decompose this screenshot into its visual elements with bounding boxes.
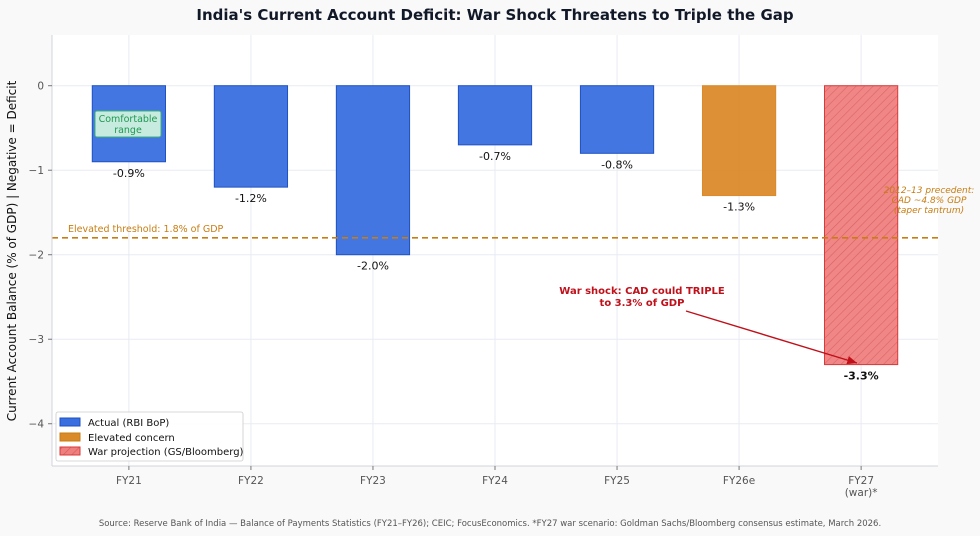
threshold: Elevated threshold: 1.8% of GDP [52,224,938,239]
axes: 0 −1 −2 −3 −4 FY21 FY22 FY23 FY24 FY25 FY26e FY27(w… [29,35,938,499]
comfortable-range-annotation: Comfortable range [94,110,162,138]
bar-value-label: -0.7% [479,150,511,163]
bar-fy27 [824,85,899,366]
comfortable-range-box [94,110,162,138]
x-tick-label: FY25 [604,475,630,487]
bar-value-label: -1.3% [723,201,755,214]
bar-fy26e [701,85,777,197]
y-axis-label: Current Account Balance (% of GDP) | Neg… [5,80,19,421]
x-tick-label: FY23 [360,475,386,487]
bar-fy24 [457,85,533,146]
x-tick-label: FY22 [238,475,264,487]
x-tick-label: FY24 [482,475,508,487]
bar-value-label: -3.3% [844,370,879,383]
legend-label-actual: Actual (RBI BoP) [88,418,169,429]
x-tick-label: FY21 [116,475,142,487]
precedent-annotation: 2012–13 precedent: CAD ~4.8% GDP (taper … [884,186,975,216]
legend-box [55,411,244,462]
legend-label-elevated: Elevated concern [88,433,175,444]
war-shock-line-2: to 3.3% of GDP [600,298,685,309]
bar-value-label: -2.0% [357,260,389,273]
y-tick-label: −4 [29,419,45,431]
war-shock-annotation: War shock: CAD could TRIPLE to 3.3% of G… [559,286,858,365]
bar-value-label: -0.9% [113,167,145,180]
legend-label-war: War projection (GS/Bloomberg) [88,447,244,458]
legend: Actual (RBI BoP) Elevated concern War pr… [55,411,244,462]
bar-labels: -0.9% -1.2% -2.0% -0.7% -0.8% -1.3% -3.3% [113,150,879,383]
y-tick-label: −2 [29,250,44,262]
bar-fy25 [579,85,655,154]
comfortable-range-line-2: range [114,125,142,136]
x-tick-label: FY27 [848,475,874,487]
war-shock-line-1: War shock: CAD could TRIPLE [559,286,725,297]
bar-fy22 [213,85,289,188]
source-note: Source: Reserve Bank of India — Balance … [99,519,881,529]
precedent-line-3: (taper tantrum) [894,206,964,216]
y-tick-label: −1 [29,165,44,177]
legend-swatch-actual [59,417,81,427]
y-tick-label: 0 [37,81,44,93]
precedent-line-1: 2012–13 precedent: [884,186,975,196]
bar-value-label: -0.8% [601,158,633,171]
y-tick-label: −3 [29,334,44,346]
bar-fy23 [335,85,411,256]
bar-value-label: -1.2% [235,192,267,205]
x-tick-label: (war)* [845,487,878,499]
war-shock-arrow [685,310,858,365]
threshold-label: Elevated threshold: 1.8% of GDP [68,224,224,235]
legend-swatch-war [59,446,81,456]
comfortable-range-line-1: Comfortable [99,114,158,125]
x-tick-label: FY26e [723,475,755,487]
precedent-line-2: CAD ~4.8% GDP [892,196,967,206]
chart-title: India's Current Account Deficit: War Sho… [196,6,794,24]
legend-swatch-elevated [59,432,81,442]
